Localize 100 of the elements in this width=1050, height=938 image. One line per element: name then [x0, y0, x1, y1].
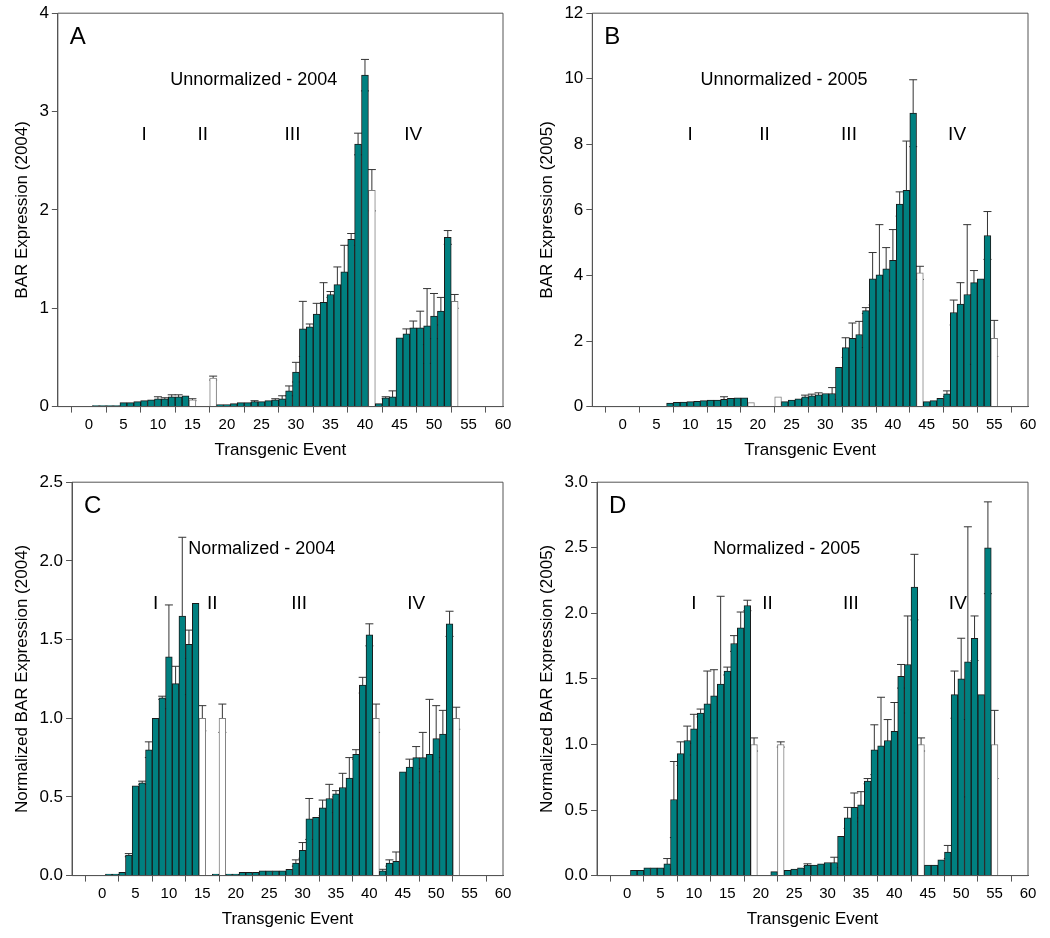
- text: Unnormalized - 2005: [700, 69, 868, 90]
- y-axis-title: Normalized BAR Expression (2005): [536, 544, 556, 814]
- x-tick-label: 30: [817, 414, 834, 432]
- annotation: II: [197, 123, 209, 145]
- x-tick-label: 25: [783, 414, 800, 432]
- x-tick-label: 60: [1019, 414, 1037, 432]
- annotation: B: [604, 21, 621, 49]
- y-tick-label: 3.0: [564, 471, 589, 491]
- y-tick-label: 8: [573, 134, 584, 154]
- annotation: III: [841, 123, 857, 145]
- x-axis-title: Transgenic Event: [221, 909, 354, 929]
- x-tick-label: 20: [749, 414, 767, 432]
- y-tick-label: 0.0: [564, 865, 589, 885]
- y-tick-label: 1.5: [39, 629, 64, 649]
- x-tick-label: 30: [287, 414, 305, 432]
- x-tick-label: 50: [425, 414, 443, 432]
- y-tick-label: 0.5: [564, 799, 589, 819]
- x-tick-label: 50: [952, 883, 970, 901]
- annotation: IV: [407, 592, 426, 614]
- x-tick-label: 10: [685, 883, 703, 901]
- y-tick-label: 2.0: [39, 550, 64, 570]
- x-tick-label: 15: [193, 883, 211, 901]
- y-tick-label: 2: [573, 330, 584, 350]
- annotation: I: [141, 123, 147, 145]
- x-tick-label: 40: [886, 883, 903, 901]
- x-tick-label: 55: [460, 414, 477, 432]
- y-tick-label: 1.0: [39, 707, 64, 727]
- y-tick-label: 0: [573, 396, 584, 416]
- x-tick-label: 35: [852, 883, 870, 901]
- y-tick-label: 2.0: [564, 603, 589, 623]
- annotation: III: [284, 123, 301, 145]
- annotation: II: [207, 592, 218, 614]
- y-tick-label: 2.5: [39, 471, 64, 491]
- x-tick-label: 40: [884, 414, 902, 432]
- x-axis-title: Transgenic Event: [214, 440, 347, 460]
- annotation: C: [84, 490, 102, 518]
- x-tick-label: 5: [131, 883, 140, 901]
- x-axis-title: Transgenic Event: [744, 440, 877, 460]
- annotation: A: [69, 21, 86, 49]
- x-tick-label: 10: [149, 414, 167, 432]
- annotation: IV: [404, 123, 423, 145]
- x-tick-label: 5: [119, 414, 128, 432]
- x-tick-label: 10: [681, 414, 699, 432]
- x-tick-label: 0: [622, 883, 632, 901]
- annotation: II: [759, 123, 770, 145]
- x-tick-label: 30: [819, 883, 836, 901]
- x-tick-label: 45: [918, 414, 936, 432]
- x-tick-label: 20: [752, 883, 770, 901]
- x-tick-label: 0: [84, 414, 94, 432]
- x-tick-label: 15: [184, 414, 201, 432]
- annotation: IV: [948, 123, 967, 145]
- x-tick-label: 55: [461, 883, 478, 901]
- x-tick-label: 50: [427, 883, 445, 901]
- y-tick-label: 0.0: [39, 865, 64, 885]
- y-tick-label: 2: [39, 199, 49, 219]
- x-tick-label: 40: [356, 414, 374, 432]
- y-tick-label: 12: [564, 2, 584, 22]
- annotation: III: [843, 592, 859, 614]
- x-tick-label: 10: [160, 883, 178, 901]
- annotation: II: [762, 592, 773, 614]
- y-tick-label: 1.5: [564, 668, 589, 688]
- y-tick-label: 1: [39, 297, 49, 317]
- text: Unnormalized - 2004: [170, 69, 338, 90]
- x-tick-label: 55: [985, 414, 1003, 432]
- text: Normalized - 2004: [188, 538, 336, 559]
- text: Normalized - 2005: [713, 538, 861, 559]
- x-tick-label: 50: [952, 414, 969, 432]
- annotation: I: [152, 592, 159, 614]
- y-tick-label: 10: [564, 68, 584, 88]
- x-axis-title: Transgenic Event: [746, 909, 879, 929]
- y-axis-title: Normalized BAR Expression (2004): [11, 544, 31, 814]
- x-tick-label: 5: [652, 414, 661, 432]
- x-tick-label: 30: [294, 883, 311, 901]
- y-tick-label: 4: [573, 265, 584, 285]
- y-tick-label: 6: [573, 199, 584, 219]
- x-tick-label: 15: [715, 414, 733, 432]
- x-tick-label: 0: [97, 883, 107, 901]
- x-tick-label: 20: [227, 883, 245, 901]
- y-tick-label: 0.5: [39, 786, 64, 806]
- x-tick-label: 25: [253, 414, 270, 432]
- x-tick-label: 15: [718, 883, 736, 901]
- y-axis-title: BAR Expression (2004): [11, 121, 31, 299]
- x-tick-label: 60: [1019, 883, 1037, 901]
- y-axis-title: BAR Expression (2005): [536, 121, 556, 299]
- x-tick-label: 20: [218, 414, 236, 432]
- y-tick-label: 3: [39, 101, 49, 121]
- x-tick-label: 55: [986, 883, 1003, 901]
- y-tick-label: 1.0: [564, 734, 589, 754]
- x-tick-label: 60: [494, 883, 512, 901]
- y-tick-label: 0: [39, 396, 49, 416]
- x-tick-label: 25: [785, 883, 803, 901]
- annotation: IV: [948, 592, 968, 614]
- x-tick-label: 5: [656, 883, 665, 901]
- annotation: III: [291, 592, 308, 614]
- x-tick-label: 45: [919, 883, 937, 901]
- x-tick-label: 60: [494, 414, 512, 432]
- x-tick-label: 35: [327, 883, 345, 901]
- annotation: D: [609, 490, 627, 518]
- x-tick-label: 45: [394, 883, 412, 901]
- x-tick-label: 35: [850, 414, 868, 432]
